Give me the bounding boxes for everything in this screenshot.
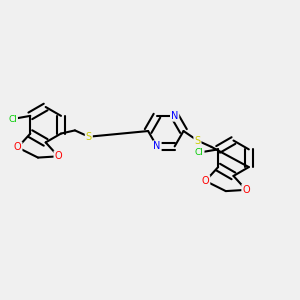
- Text: S: S: [194, 136, 200, 146]
- Text: Cl: Cl: [8, 115, 17, 124]
- Text: O: O: [14, 142, 22, 152]
- Text: O: O: [55, 151, 62, 161]
- Text: Cl: Cl: [195, 148, 204, 157]
- Text: S: S: [86, 132, 92, 142]
- Text: O: O: [202, 176, 209, 186]
- Text: N: N: [171, 111, 178, 121]
- Text: O: O: [242, 185, 250, 195]
- Text: N: N: [153, 141, 161, 152]
